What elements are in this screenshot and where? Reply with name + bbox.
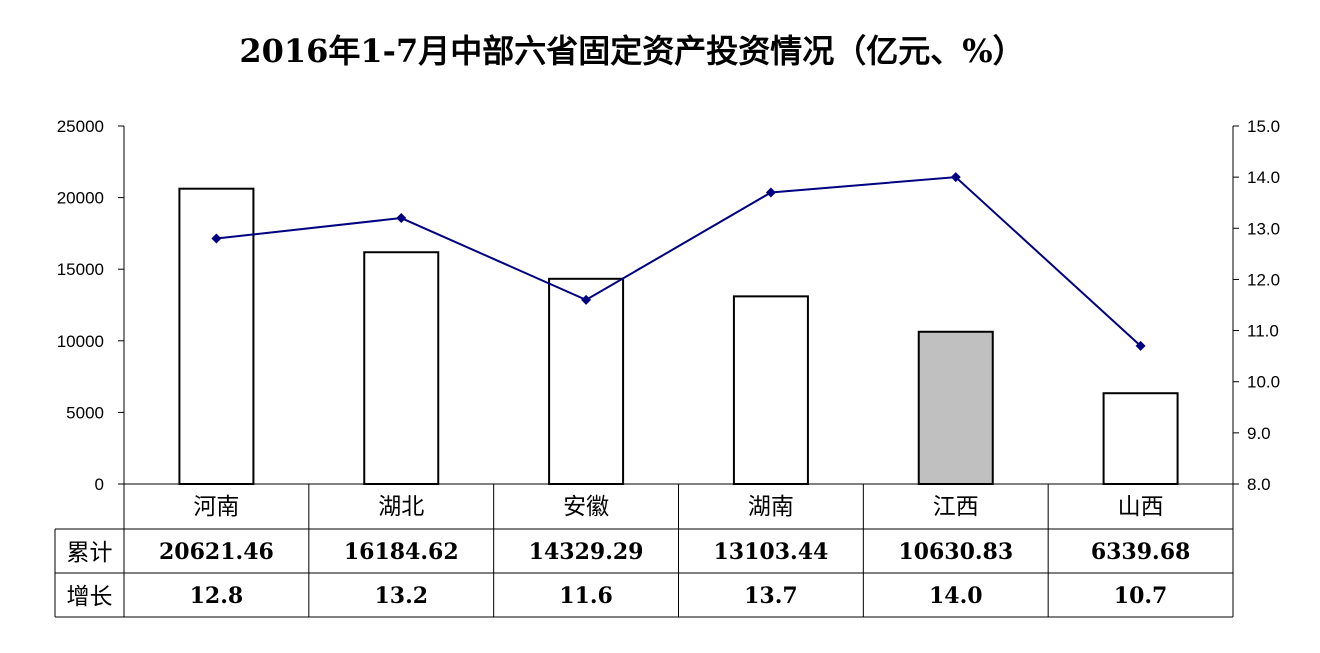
category-label: 湖南 — [748, 494, 794, 520]
growth-line — [216, 176, 1142, 347]
left-axis: 0 5000 10000 15000 20000 25000 — [57, 117, 124, 494]
right-tick-label: 9.0 — [1247, 424, 1271, 443]
line-series — [211, 172, 1146, 351]
right-tick-label: 15.0 — [1247, 117, 1280, 136]
right-axis: 8.0 9.0 10.0 11.0 12.0 13.0 14.0 15.0 — [1233, 117, 1280, 494]
data-label: 14.0 — [929, 583, 983, 609]
bar — [178, 187, 255, 486]
row-label-growth: 增长 — [67, 584, 113, 610]
category-label: 安徽 — [563, 494, 609, 520]
data-label: 10630.83 — [898, 539, 1013, 565]
left-tick-label: 15000 — [57, 260, 104, 279]
category-label: 山西 — [1118, 494, 1164, 520]
line-point — [211, 233, 222, 244]
line-point — [396, 213, 407, 224]
data-label: 13.2 — [374, 583, 428, 609]
axis-lines — [123, 126, 1234, 484]
data-label: 13.7 — [744, 583, 798, 609]
line-point — [581, 294, 592, 305]
data-label: 16184.62 — [344, 539, 459, 565]
bar — [548, 277, 625, 485]
right-tick-label: 14.0 — [1247, 168, 1280, 187]
left-tick-label: 5000 — [66, 403, 104, 422]
right-tick-label: 12.0 — [1247, 270, 1280, 289]
line-point — [765, 187, 776, 198]
data-label: 13103.44 — [714, 539, 829, 565]
data-label: 11.6 — [559, 583, 613, 609]
category-label: 江西 — [933, 494, 979, 520]
category-label: 河南 — [193, 494, 239, 520]
bar — [363, 251, 440, 485]
bar — [1102, 392, 1179, 486]
right-tick-label: 8.0 — [1247, 475, 1271, 494]
row-label-cumulative: 累计 — [67, 540, 113, 566]
data-label: 6339.68 — [1091, 539, 1191, 565]
left-tick-label: 0 — [95, 475, 104, 494]
bar — [732, 295, 809, 485]
right-tick-label: 13.0 — [1247, 219, 1280, 238]
bar — [917, 330, 994, 485]
bar-series — [178, 187, 1179, 486]
left-tick-label: 25000 — [57, 117, 104, 136]
right-tick-label: 10.0 — [1247, 373, 1280, 392]
line-point — [1135, 340, 1146, 351]
data-label: 20621.46 — [159, 539, 274, 565]
data-label: 10.7 — [1114, 583, 1168, 609]
data-label: 12.8 — [190, 583, 244, 609]
left-tick-label: 20000 — [57, 189, 104, 208]
data-label: 14329.29 — [529, 539, 644, 565]
right-tick-label: 11.0 — [1247, 322, 1279, 341]
category-label: 湖北 — [378, 494, 424, 520]
left-tick-label: 10000 — [57, 332, 104, 351]
line-point — [950, 172, 961, 183]
chart-title: 2016年1-7月中部六省固定资产投资情况（亿元、%） — [239, 32, 1024, 70]
